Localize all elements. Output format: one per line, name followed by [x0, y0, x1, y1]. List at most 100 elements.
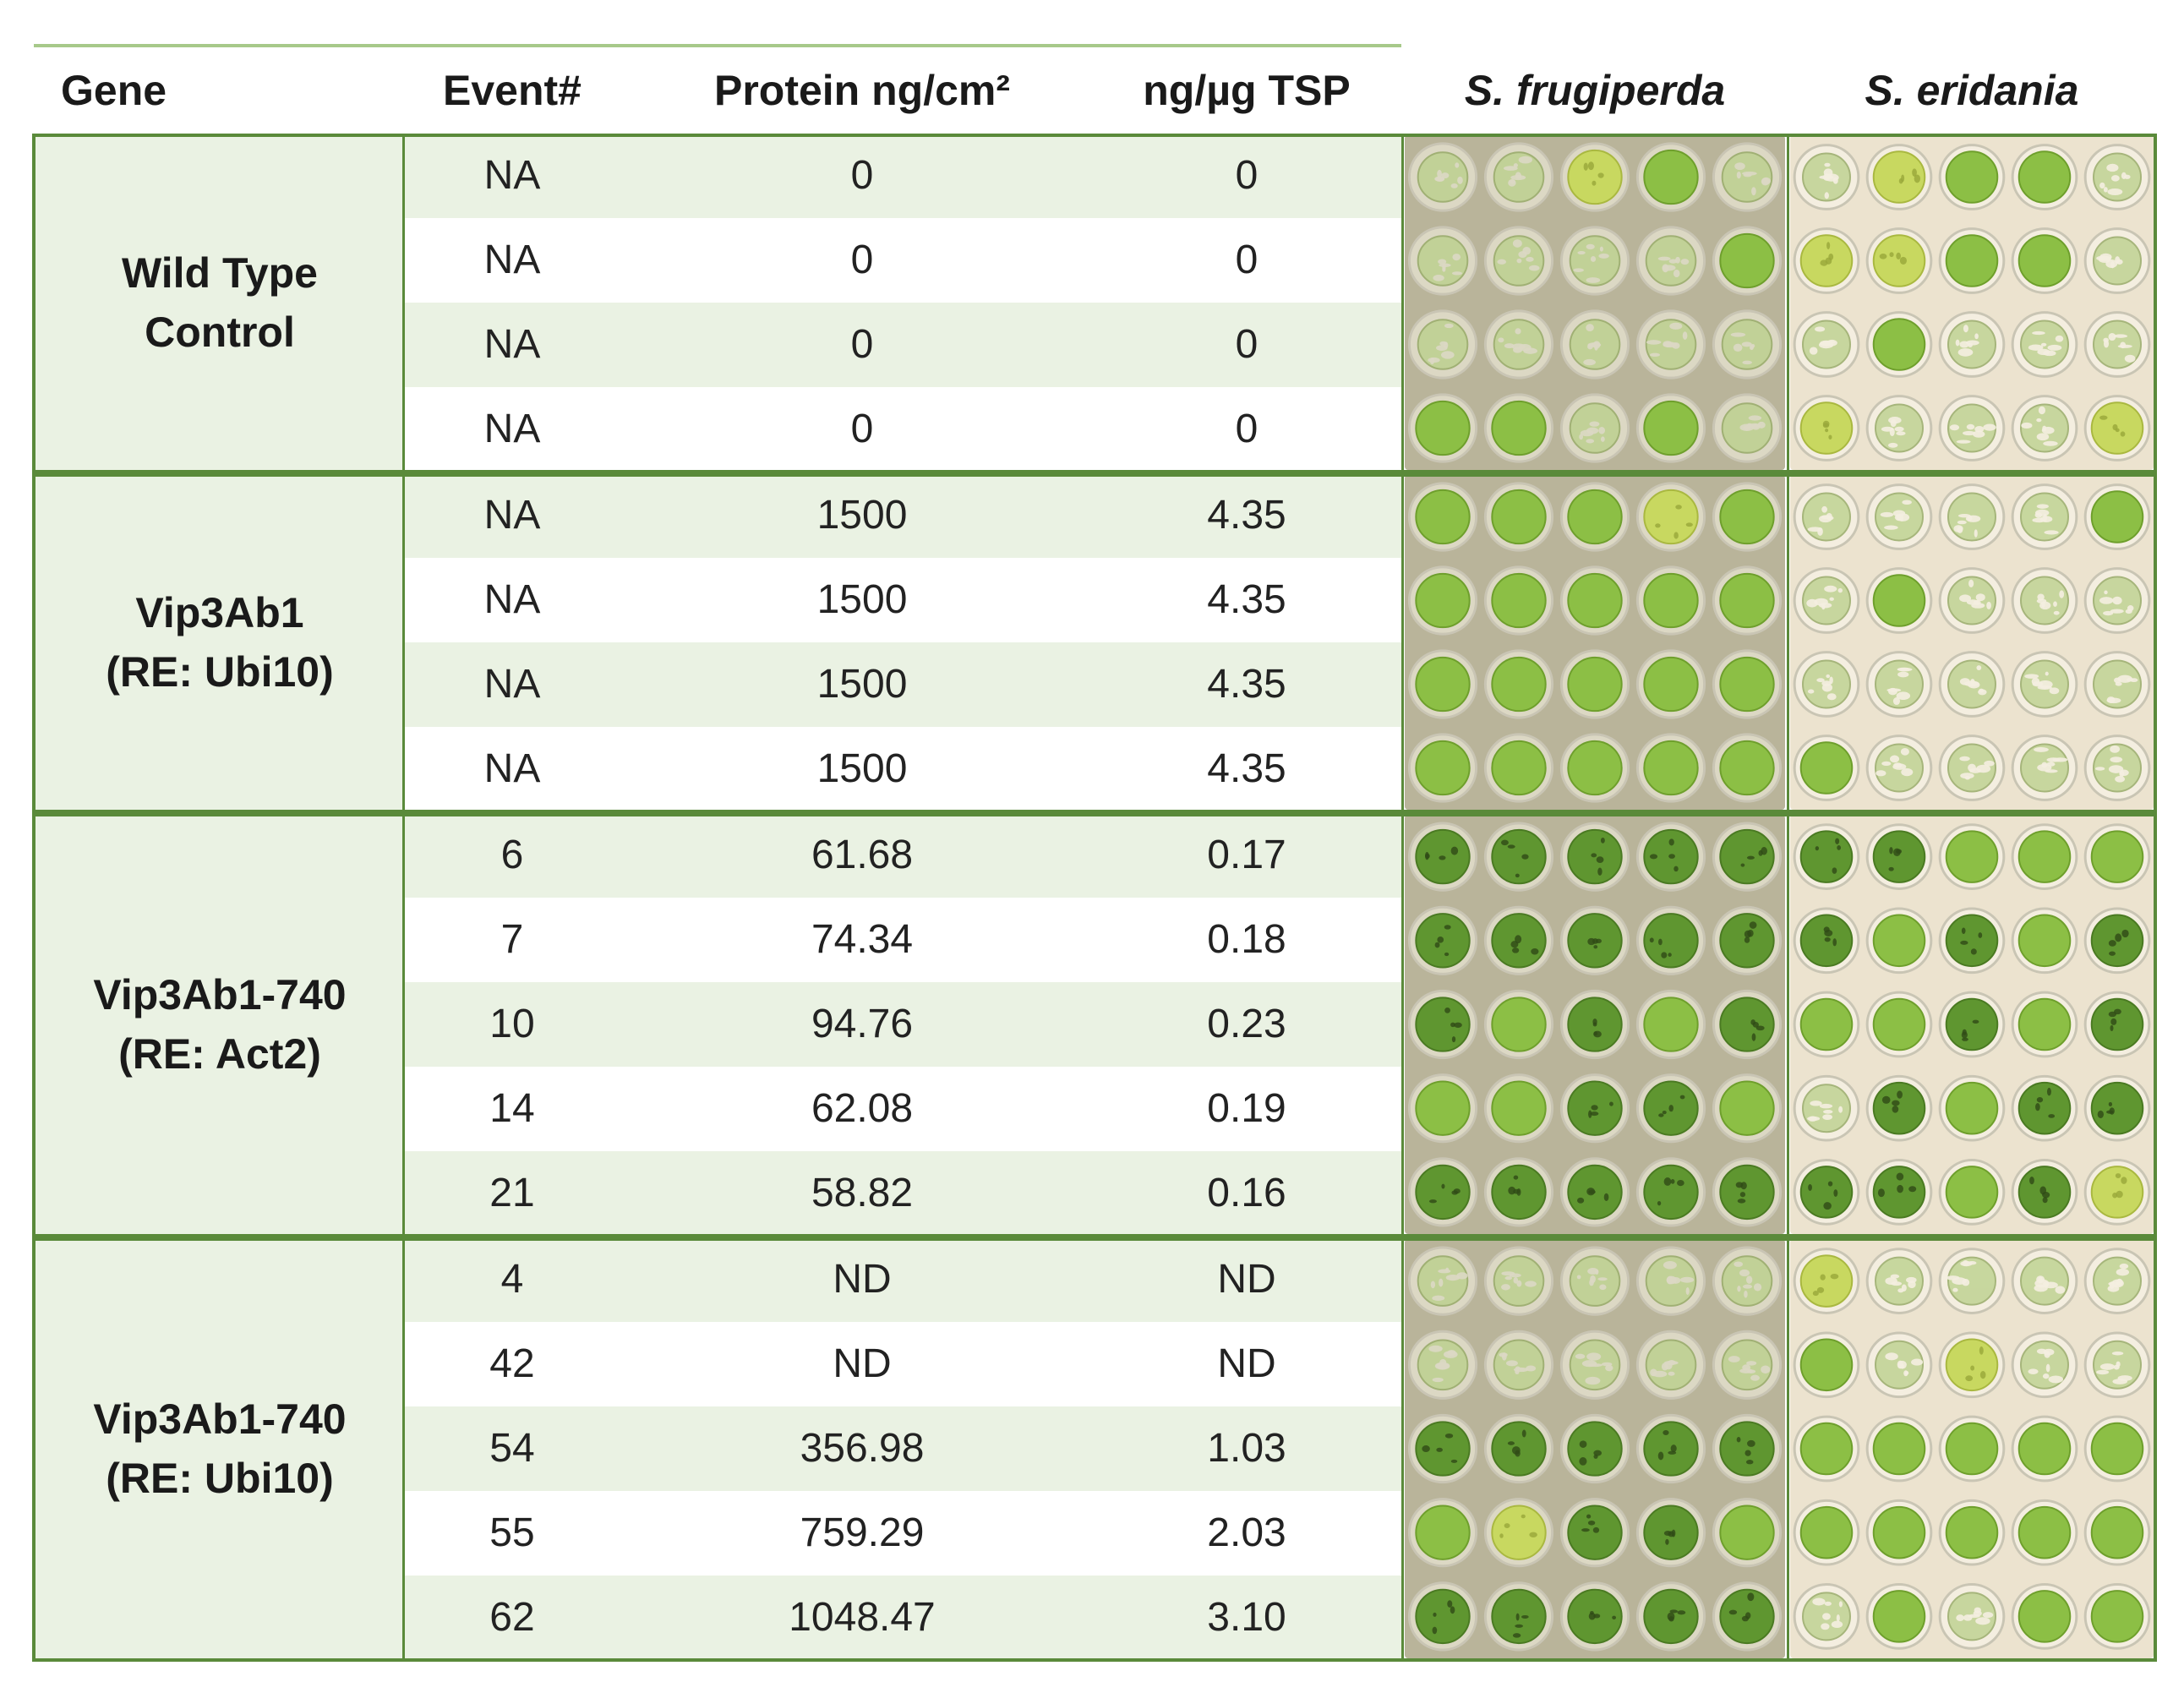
- feeding-hole: [1515, 328, 1521, 335]
- well-whole-leaf: [1712, 649, 1783, 719]
- well-whole-leaf: [2011, 823, 2078, 890]
- well-yellow-leaf: [1559, 142, 1630, 212]
- larva-spot: [2035, 1102, 2040, 1111]
- feeding-hole: [1957, 520, 1967, 525]
- feeding-hole: [2044, 1351, 2050, 1358]
- cell-protein: 74.34: [811, 917, 914, 962]
- feeding-hole: [1826, 674, 1831, 679]
- header-event: Event#: [443, 67, 581, 114]
- feeding-hole: [1666, 1275, 1677, 1285]
- larva-spot: [1888, 866, 1894, 871]
- feeding-hole: [2110, 175, 2120, 182]
- feeding-hole: [1457, 176, 1463, 184]
- feeding-hole: [1806, 598, 1818, 608]
- feeding-hole: [2048, 1375, 2064, 1384]
- leaf-disc: [1643, 740, 1699, 796]
- feeding-hole: [1509, 179, 1515, 184]
- feeding-hole: [1807, 1116, 1821, 1122]
- row-stripe: [404, 1576, 1401, 1660]
- well-dark-leaf: [1793, 907, 1860, 975]
- leaf-disc: [2017, 1422, 2072, 1476]
- larva-spot: [1507, 1441, 1515, 1445]
- row-stripe: [404, 1406, 1401, 1491]
- gene-regulatory-element: (RE: Act2): [118, 1030, 321, 1078]
- leaf-disc: [1415, 997, 1471, 1052]
- feeding-hole: [1577, 250, 1586, 255]
- cell-event: 21: [489, 1171, 535, 1215]
- feeding-hole: [1960, 773, 1974, 779]
- feeding-hole: [1515, 1368, 1520, 1375]
- leaf-disc: [1872, 1505, 1926, 1559]
- larva-spot: [1515, 873, 1520, 878]
- feeding-hole: [1591, 342, 1599, 347]
- well-eaten-leaf: [1483, 309, 1554, 380]
- leaf-disc: [2017, 234, 2072, 287]
- larva-spot: [1600, 837, 1605, 844]
- larva-spot: [1881, 1095, 1891, 1104]
- larva-spot: [1531, 948, 1539, 955]
- larva-spot: [1825, 429, 1829, 433]
- leaf-disc: [1491, 997, 1547, 1052]
- well-dark-leaf: [1635, 905, 1706, 975]
- leaf-disc: [1872, 1590, 1926, 1643]
- feeding-hole: [1884, 525, 1898, 530]
- feeding-hole: [1964, 775, 1970, 780]
- image-column-divider: [1401, 134, 1404, 472]
- cell-protein: 356.98: [800, 1426, 925, 1471]
- well-whole-leaf: [1483, 989, 1554, 1060]
- larva-spot: [2110, 1018, 2117, 1025]
- feeding-hole: [2107, 188, 2123, 195]
- larva-spot: [1425, 853, 1430, 859]
- eridania-well-plate: [1793, 483, 2151, 801]
- feeding-hole: [2096, 255, 2111, 261]
- larva-spot: [1889, 252, 1894, 258]
- cell-event: 14: [489, 1086, 535, 1131]
- well-eaten-leaf: [2083, 311, 2151, 378]
- feeding-hole: [1518, 344, 1532, 352]
- larva-spot: [1677, 1179, 1684, 1187]
- feeding-hole: [1501, 1284, 1510, 1291]
- feeding-hole: [1586, 439, 1595, 444]
- feeding-hole: [2103, 610, 2114, 616]
- well-whole-leaf: [1483, 1073, 1554, 1144]
- larva-spot: [1752, 1021, 1759, 1028]
- well-eaten-leaf: [1865, 1331, 1933, 1399]
- well-dark-leaf: [1793, 823, 1860, 890]
- well-whole-leaf: [1793, 1331, 1860, 1399]
- gene-label: Wild Type Control: [34, 243, 406, 362]
- feeding-hole: [1590, 256, 1597, 262]
- feeding-hole: [1730, 332, 1746, 337]
- feeding-hole: [1441, 172, 1450, 179]
- larva-spot: [1668, 838, 1674, 846]
- feeding-hole: [2037, 348, 2050, 356]
- cell-event: NA: [483, 407, 541, 451]
- larva-spot: [1657, 1201, 1662, 1206]
- feeding-hole: [1447, 1350, 1456, 1357]
- leaf-disc: [1799, 1422, 1854, 1476]
- leaf-disc: [1799, 1505, 1854, 1559]
- leaf-disc: [1415, 400, 1471, 456]
- feeding-hole: [1573, 268, 1584, 272]
- feeding-hole: [1821, 680, 1832, 686]
- well-dark-leaf: [1938, 991, 2006, 1058]
- feeding-hole: [2113, 1364, 2120, 1370]
- well-eaten-leaf: [1635, 309, 1706, 380]
- larva-spot: [1835, 838, 1840, 844]
- eridania-well-plate: [1793, 823, 2151, 1226]
- feeding-hole: [1974, 529, 1978, 538]
- larva-spot: [1979, 1371, 1986, 1379]
- well-eaten-leaf: [2011, 395, 2078, 461]
- feeding-hole: [2028, 1368, 2039, 1374]
- leaf-disc: [2017, 1081, 2072, 1135]
- well-whole-leaf: [1635, 649, 1706, 719]
- leaf-disc: [1799, 401, 1854, 455]
- feeding-hole: [2113, 334, 2128, 338]
- larva-spot: [1444, 1007, 1450, 1013]
- larva-spot: [1670, 1444, 1677, 1453]
- feeding-hole: [2099, 182, 2105, 189]
- larva-spot: [1428, 1199, 1437, 1204]
- leaf-disc: [1872, 1422, 1926, 1476]
- well-dark-leaf: [1559, 1157, 1630, 1227]
- larva-spot: [1665, 1538, 1669, 1545]
- larva-spot: [1592, 180, 1597, 186]
